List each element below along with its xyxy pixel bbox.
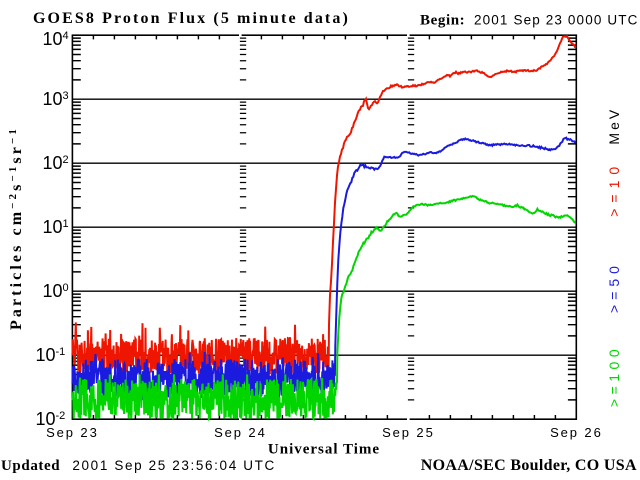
svg-text:1: 1 [63,218,69,230]
svg-text:10: 10 [42,281,62,301]
svg-text:10: 10 [42,29,62,49]
svg-text:10: 10 [42,89,62,109]
svg-text:-2: -2 [56,410,66,422]
svg-text:NOAA/SEC Boulder, CO USA: NOAA/SEC Boulder, CO USA [421,457,638,474]
svg-text:>=10: >=10 [606,161,622,217]
svg-text:2: 2 [63,154,69,166]
svg-text:10: 10 [42,217,62,237]
svg-text:10: 10 [35,345,55,365]
svg-text:GOES8 Proton Flux (5 minute da: GOES8 Proton Flux (5 minute data) [33,10,350,27]
svg-text:Updated: Updated [1,458,60,474]
svg-text:Sep 24: Sep 24 [214,425,267,440]
svg-text:Begin:: Begin: [420,13,465,29]
svg-text:-1: -1 [56,346,66,358]
svg-text:Sep 25: Sep 25 [382,425,435,440]
svg-text:Sep 23: Sep 23 [46,425,99,440]
svg-text:2001 Sep 25 23:56:04 UTC: 2001 Sep 25 23:56:04 UTC [72,458,275,473]
svg-text:4: 4 [63,30,69,42]
svg-text:MeV: MeV [606,107,622,145]
svg-text:2001 Sep 23 0000 UTC: 2001 Sep 23 0000 UTC [474,13,639,28]
svg-text:>=100: >=100 [606,345,622,407]
svg-text:Particles cm−2s−1sr−1: Particles cm−2s−1sr−1 [7,126,25,330]
svg-text:>=50: >=50 [606,261,622,313]
svg-text:3: 3 [63,90,69,102]
svg-text:0: 0 [63,282,69,294]
svg-text:10: 10 [42,153,62,173]
svg-text:10: 10 [35,409,55,429]
svg-text:Sep 26: Sep 26 [550,425,603,440]
svg-text:Universal Time: Universal Time [268,442,380,458]
